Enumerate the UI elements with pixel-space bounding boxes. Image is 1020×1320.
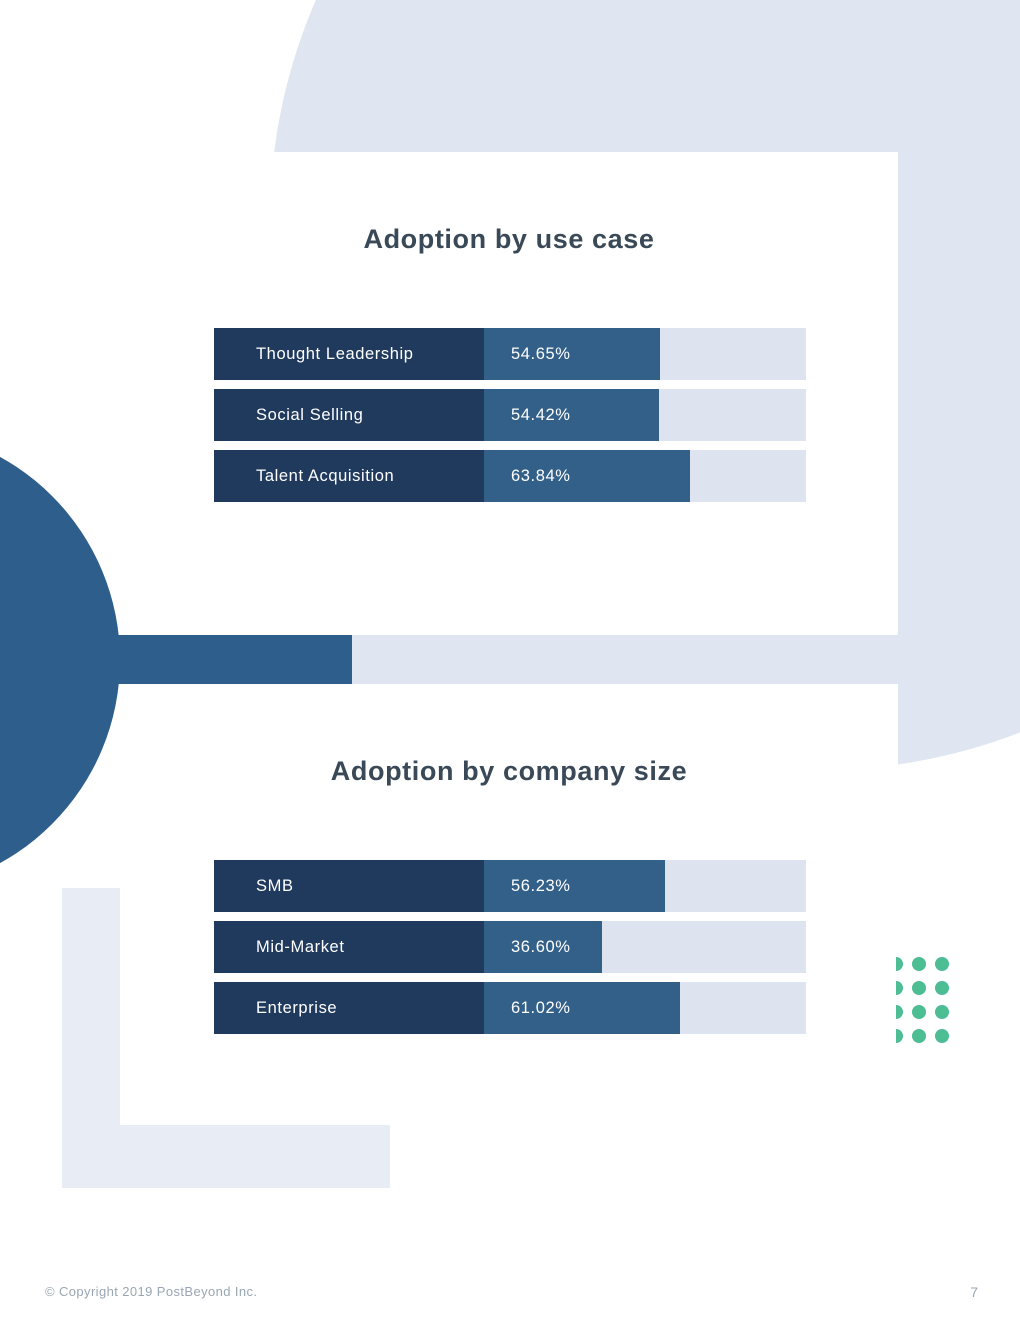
half-dot-icon (896, 981, 903, 995)
half-dot-icon (896, 1029, 903, 1043)
bar-track: 54.65% (484, 328, 806, 380)
dot-icon (935, 981, 949, 995)
bar-value-label: 61.02% (511, 999, 571, 1017)
bar-row: SMB 56.23% (214, 860, 806, 912)
bar-value-label: 56.23% (511, 877, 571, 895)
dot-icon (912, 1005, 926, 1019)
bar-category-label: Thought Leadership (214, 328, 484, 380)
bar-row: Mid-Market 36.60% (214, 921, 806, 973)
dot-pattern-row (896, 1029, 958, 1043)
bar-track: 36.60% (484, 921, 806, 973)
bar-value-label: 36.60% (511, 938, 571, 956)
bar-track: 61.02% (484, 982, 806, 1034)
bar-fill: 54.65% (484, 328, 660, 380)
bar-row: Talent Acquisition 63.84% (214, 450, 806, 502)
dot-icon (912, 957, 926, 971)
bar-row: Enterprise 61.02% (214, 982, 806, 1034)
bar-value-label: 63.84% (511, 467, 571, 485)
footer-page-number: 7 (970, 1284, 978, 1300)
bar-value-label: 54.65% (511, 345, 571, 363)
bar-fill: 36.60% (484, 921, 602, 973)
bar-row: Thought Leadership 54.65% (214, 328, 806, 380)
bar-chart-company-size: SMB 56.23% Mid-Market 36.60% Enterprise 61.02… (214, 860, 806, 1043)
bar-category-label: SMB (214, 860, 484, 912)
dot-icon (935, 1029, 949, 1043)
footer-copyright: © Copyright 2019 PostBeyond Inc. (45, 1284, 258, 1299)
bar-category-label: Enterprise (214, 982, 484, 1034)
chart-title-use-case: Adoption by use case (363, 224, 655, 254)
bar-category-label: Mid-Market (214, 921, 484, 973)
bar-fill: 54.42% (484, 389, 660, 441)
dot-pattern-row (896, 957, 958, 971)
chart-title-company-size: Adoption by company size (330, 756, 688, 786)
half-dot-icon (896, 1005, 903, 1019)
bar-fill: 61.02% (484, 982, 681, 1034)
bar-row: Social Selling 54.42% (214, 389, 806, 441)
bar-category-label: Social Selling (214, 389, 484, 441)
chart-card-use-case: Adoption by use case Thought Leadership 5… (120, 152, 898, 635)
dot-icon (935, 957, 949, 971)
bar-chart-use-case: Thought Leadership 54.65% Social Selling 54… (214, 328, 806, 511)
bar-track: 56.23% (484, 860, 806, 912)
bar-track: 54.42% (484, 389, 806, 441)
decorative-dark-rectangle (0, 635, 352, 684)
bar-track: 63.84% (484, 450, 806, 502)
dot-pattern-row (896, 1005, 958, 1019)
half-dot-icon (896, 957, 903, 971)
bar-fill: 63.84% (484, 450, 690, 502)
dot-pattern-row (896, 981, 958, 995)
dot-icon (912, 981, 926, 995)
dot-icon (935, 1005, 949, 1019)
dot-pattern (896, 957, 958, 1053)
bar-value-label: 54.42% (511, 406, 571, 424)
dot-icon (912, 1029, 926, 1043)
bar-category-label: Talent Acquisition (214, 450, 484, 502)
bar-fill: 56.23% (484, 860, 666, 912)
chart-card-company-size: Adoption by company size SMB 56.23% Mid-Ma… (120, 684, 898, 1125)
